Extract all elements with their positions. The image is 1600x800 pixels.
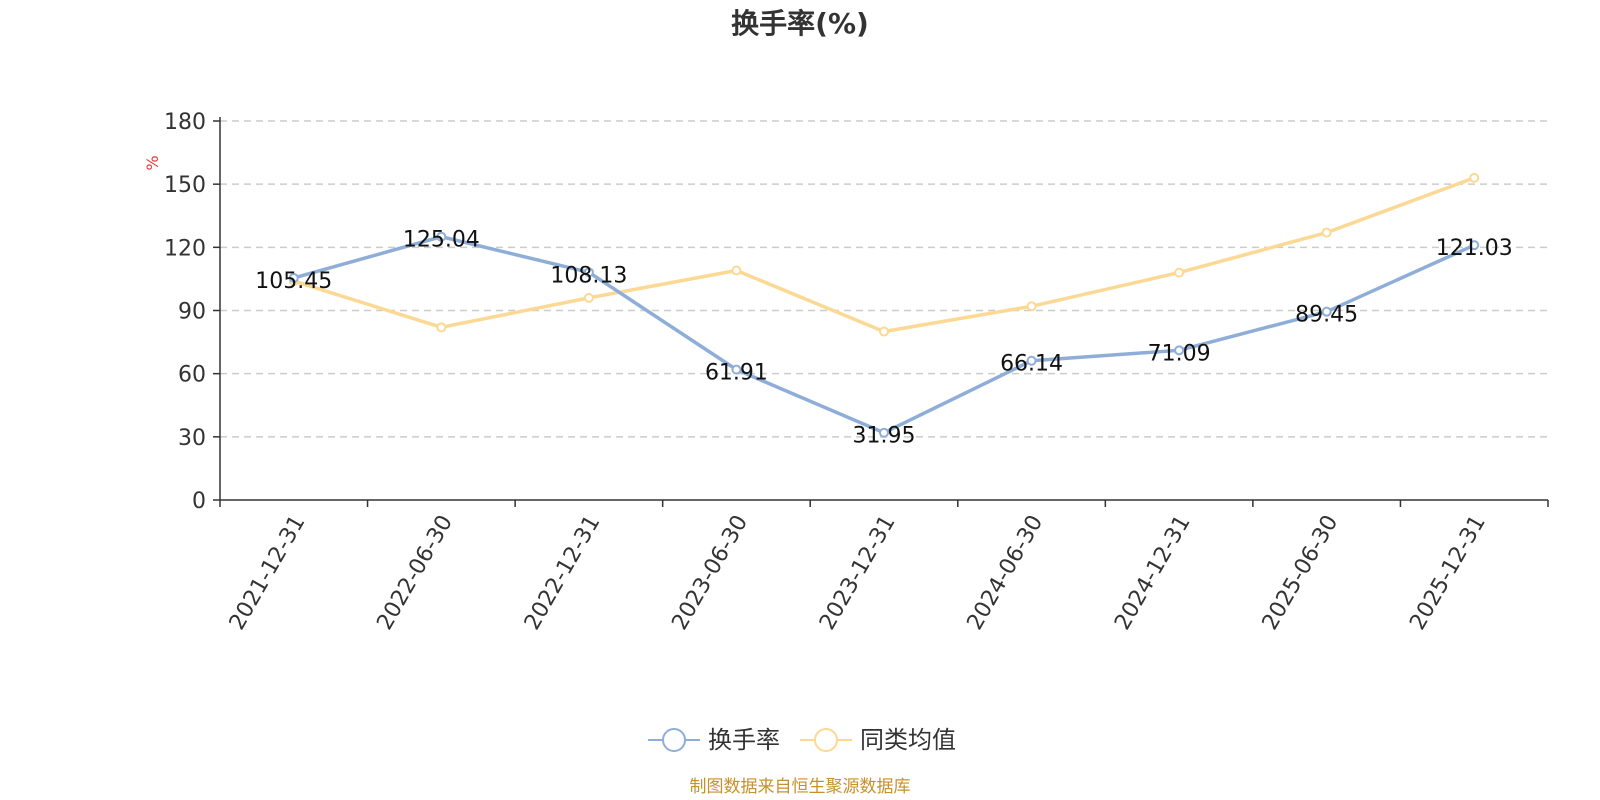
x-tick-label: 2023-06-30	[667, 511, 753, 634]
y-tick-label: 90	[178, 300, 206, 325]
data-point[interactable]	[1469, 240, 1480, 251]
data-point[interactable]	[436, 231, 447, 242]
x-tick-label: 2022-06-30	[372, 511, 458, 634]
data-point[interactable]	[1026, 355, 1037, 366]
data-point[interactable]	[288, 272, 299, 283]
data-label: 66.14	[1000, 352, 1063, 377]
data-label: 71.09	[1148, 341, 1211, 366]
data-label: 105.45	[255, 269, 332, 294]
x-tick-label: 2023-12-31	[815, 511, 901, 634]
data-point[interactable]	[583, 292, 594, 303]
x-tick-label: 2025-06-30	[1258, 511, 1344, 634]
y-tick-label: 0	[192, 489, 206, 514]
y-tick-label: 150	[164, 173, 206, 198]
data-label: 31.95	[853, 424, 916, 449]
data-label: 89.45	[1295, 303, 1358, 328]
legend[interactable]: 换手率 同类均值	[648, 726, 956, 754]
legend-marker-peer-average	[814, 728, 838, 752]
data-label: 121.03	[1436, 236, 1513, 261]
data-labels: 105.45 125.04 108.13 61.91 31.95 66.14 71.09 89…	[255, 228, 1512, 449]
data-label: 125.04	[403, 228, 480, 253]
x-tick-label: 2021-12-31	[225, 511, 311, 634]
data-point[interactable]	[1026, 301, 1037, 312]
data-label: 108.13	[550, 263, 627, 288]
y-tick-label: 60	[178, 363, 206, 388]
axes: 0 30 60 90 120 150 180 2021-12-31 2022-06-30 2022…	[164, 110, 1549, 634]
data-point[interactable]	[583, 267, 594, 278]
grid-lines	[220, 120, 1548, 438]
data-label: 61.91	[705, 361, 768, 386]
legend-label-peer-average: 同类均值	[860, 726, 956, 754]
y-tick-label: 120	[164, 236, 206, 261]
source-note: 制图数据来自恒生聚源数据库	[690, 777, 911, 797]
y-axis-unit: %	[143, 155, 162, 170]
legend-item-peer-average[interactable]: 同类均值	[800, 726, 956, 754]
data-point[interactable]	[1174, 267, 1185, 278]
legend-label-turnover: 换手率	[708, 726, 780, 754]
data-point[interactable]	[1469, 172, 1480, 183]
data-point[interactable]	[731, 265, 742, 276]
data-point[interactable]	[1321, 306, 1332, 317]
x-tick-label: 2022-12-31	[520, 511, 606, 634]
x-tick-label: 2024-06-30	[963, 511, 1049, 634]
x-tick-label: 2024-12-31	[1110, 511, 1196, 634]
y-tick-label: 30	[178, 426, 206, 451]
y-tick-label: 180	[164, 110, 206, 135]
legend-item-turnover[interactable]: 换手率	[648, 726, 780, 754]
data-point[interactable]	[879, 427, 889, 438]
data-point[interactable]	[731, 364, 742, 375]
data-point[interactable]	[1321, 227, 1332, 238]
series-lines	[288, 172, 1480, 438]
legend-marker-turnover	[662, 728, 686, 752]
chart-title: 换手率(%)	[731, 7, 869, 40]
data-point[interactable]	[1174, 345, 1185, 356]
x-tick-label: 2025-12-31	[1405, 511, 1491, 634]
data-point[interactable]	[436, 322, 447, 333]
data-point[interactable]	[879, 326, 889, 337]
